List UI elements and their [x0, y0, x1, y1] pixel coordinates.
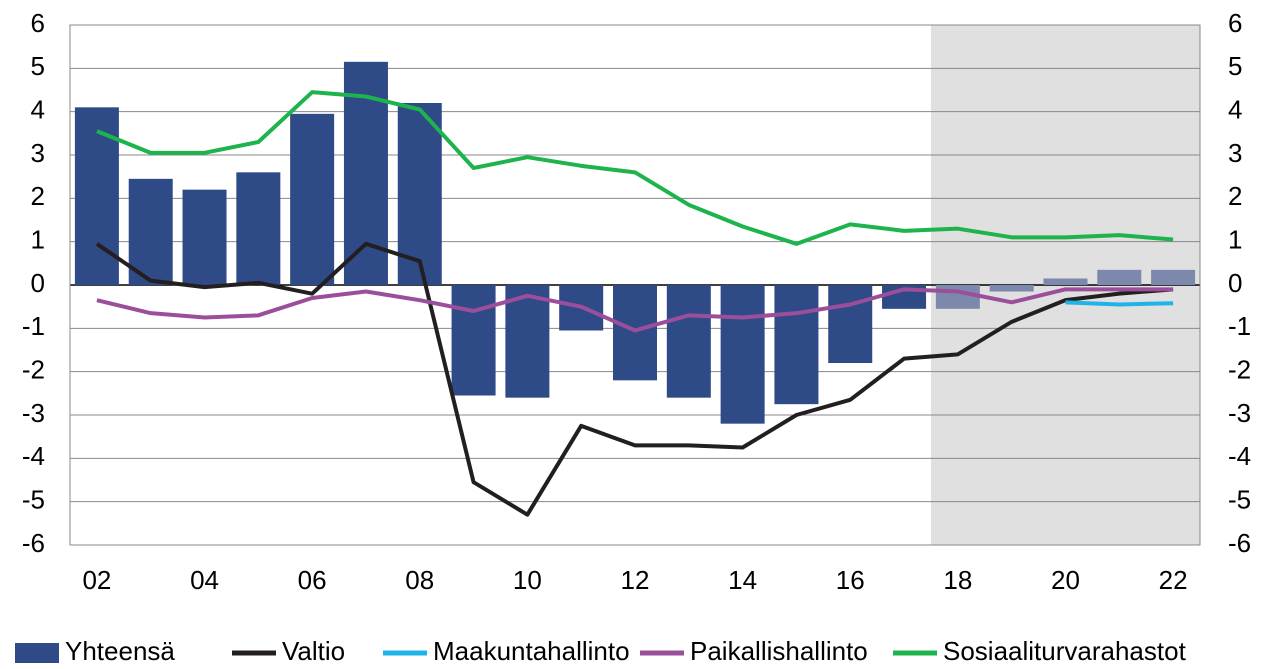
y2-tick-label: 6 — [1228, 8, 1242, 38]
y-tick-label: 2 — [31, 181, 45, 211]
y2-tick-label: 5 — [1228, 51, 1242, 81]
y-tick-label: 4 — [31, 95, 45, 125]
x-tick-label: 04 — [190, 565, 219, 595]
line — [96, 287, 1174, 333]
y2-tick-label: 0 — [1228, 268, 1242, 298]
legend-label: Maakuntahallinto — [433, 636, 630, 666]
y2-tick-label: -4 — [1228, 441, 1251, 471]
x-tick-label: 14 — [728, 565, 757, 595]
y2-tick-label: 3 — [1228, 138, 1242, 168]
x-tick-label: 20 — [1051, 565, 1080, 595]
y2-tick-label: 4 — [1228, 95, 1242, 125]
y-tick-label: -4 — [22, 441, 45, 471]
y-tick-label: 1 — [31, 225, 45, 255]
plot-border — [69, 24, 1201, 546]
x-tick-label: 06 — [298, 565, 327, 595]
bar — [1097, 269, 1142, 285]
y-tick-label: 3 — [31, 138, 45, 168]
bar — [720, 285, 765, 424]
line — [1065, 300, 1174, 307]
y-tick-label: -1 — [22, 311, 45, 341]
bar — [1043, 278, 1088, 285]
y2-tick-label: -5 — [1228, 485, 1251, 515]
bar — [451, 285, 496, 396]
bar — [290, 113, 335, 285]
line — [95, 241, 1174, 517]
legend-label: Paikallishallinto — [690, 636, 868, 666]
x-tick-label: 12 — [621, 565, 650, 595]
y-tick-label: 6 — [31, 8, 45, 38]
bar — [666, 285, 711, 398]
y-tick-label: 0 — [31, 268, 45, 298]
y-tick-label: -6 — [22, 528, 45, 558]
bar — [128, 178, 173, 285]
y-tick-label: -3 — [22, 398, 45, 428]
y-tick-label: -5 — [22, 485, 45, 515]
bar — [774, 285, 819, 405]
bar — [74, 107, 119, 285]
legend-label: Yhteensä — [65, 636, 175, 666]
bar — [828, 285, 873, 363]
bar — [613, 285, 657, 381]
legend-label: Valtio — [282, 636, 345, 666]
bar — [182, 189, 227, 285]
y2-tick-label: -2 — [1228, 355, 1251, 385]
legend-label: Sosiaaliturvarahastot — [943, 636, 1187, 666]
x-tick-label: 08 — [405, 565, 434, 595]
x-tick-label: 10 — [513, 565, 542, 595]
y2-tick-label: -3 — [1228, 398, 1251, 428]
x-tick-label: 22 — [1159, 565, 1188, 595]
line — [96, 90, 1174, 246]
x-tick-label: 18 — [943, 565, 972, 595]
y2-tick-label: -6 — [1228, 528, 1251, 558]
x-tick-label: 02 — [82, 565, 111, 595]
bar — [236, 172, 281, 285]
bar — [989, 285, 1034, 292]
bar — [505, 285, 550, 398]
y2-tick-label: 2 — [1228, 181, 1242, 211]
y2-tick-label: -1 — [1228, 311, 1251, 341]
legend-swatch — [15, 643, 59, 663]
y-tick-label: -2 — [22, 355, 45, 385]
y2-tick-label: 1 — [1228, 225, 1242, 255]
y-tick-label: 5 — [31, 51, 45, 81]
x-tick-label: 16 — [836, 565, 865, 595]
bar — [935, 285, 980, 309]
bar — [1151, 269, 1196, 285]
